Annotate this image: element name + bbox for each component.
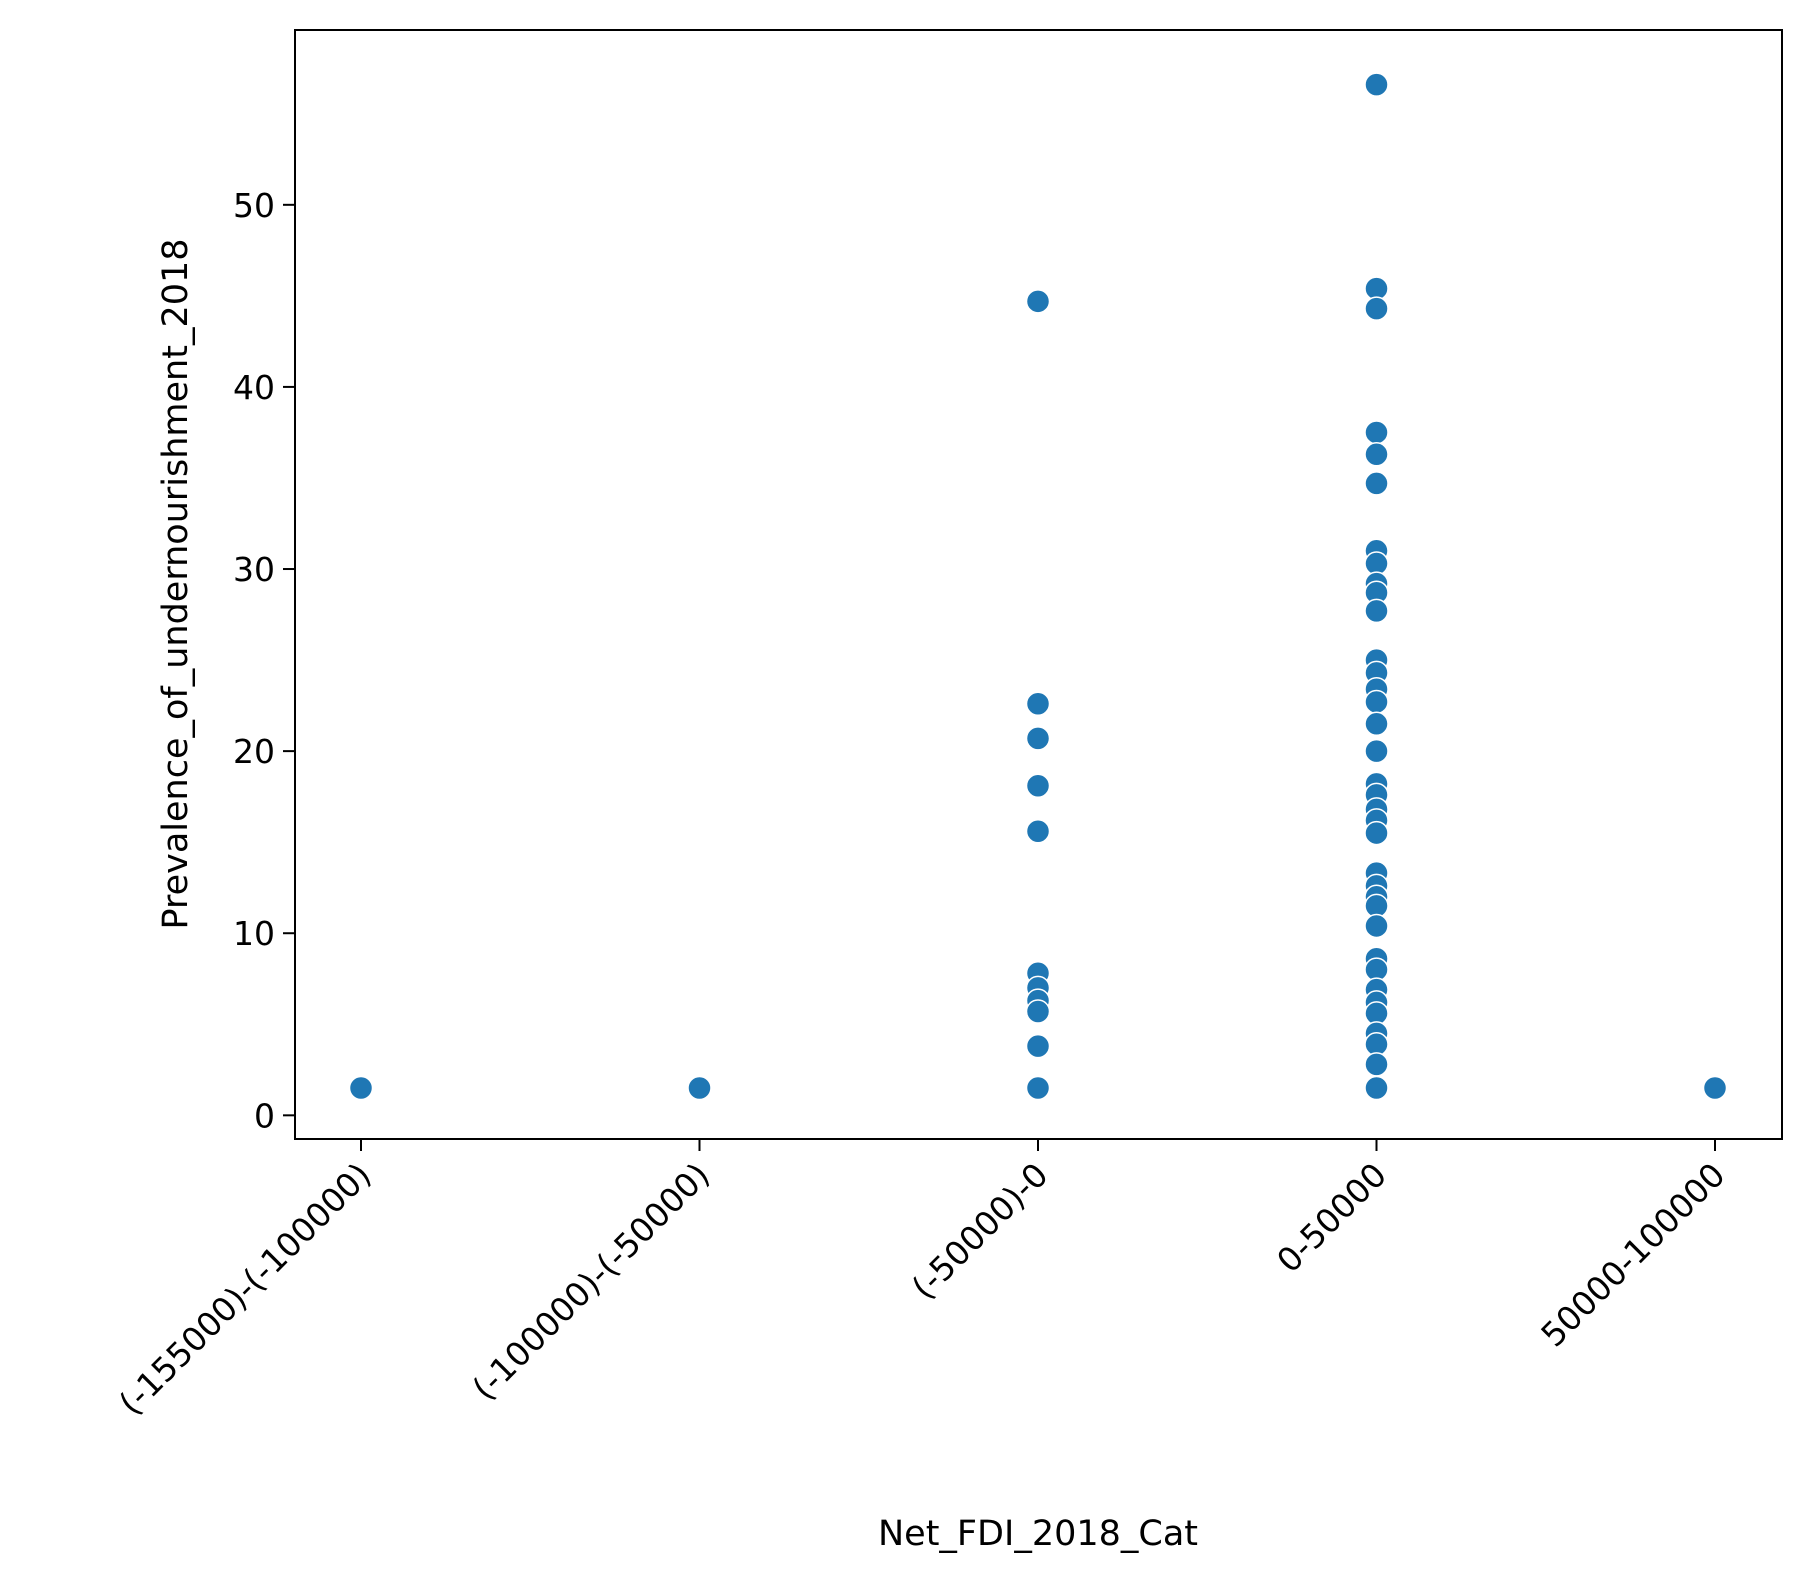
data-point (1025, 999, 1051, 1024)
data-point (1364, 738, 1389, 764)
data-point (1364, 1075, 1389, 1101)
data-point (1025, 726, 1051, 751)
data-point (1364, 711, 1389, 737)
data-point (1025, 1075, 1051, 1101)
data-point (1025, 818, 1051, 844)
data-point (1025, 1033, 1051, 1059)
data-point (1364, 420, 1389, 445)
y-axis-label: Prevalence_of_undernourishment_2018 (156, 238, 196, 929)
y-tick-label: 10 (233, 914, 275, 953)
y-tick-label: 20 (233, 732, 275, 771)
data-points (348, 72, 1728, 1101)
data-point (1364, 471, 1389, 496)
data-point (687, 1075, 712, 1101)
y-tick-label: 0 (254, 1096, 275, 1135)
data-point (1025, 691, 1051, 717)
data-point (1364, 72, 1389, 97)
plot-frame (294, 29, 1783, 1140)
data-point (348, 1075, 374, 1101)
y-tick-label: 40 (233, 368, 275, 407)
y-tick-label: 30 (233, 550, 275, 589)
data-point (1364, 913, 1389, 939)
y-tick-label: 50 (233, 186, 275, 225)
data-point (1702, 1075, 1728, 1101)
data-point (1364, 820, 1389, 846)
data-point (1025, 289, 1051, 314)
data-point (1364, 296, 1389, 321)
data-point (1364, 442, 1389, 467)
data-point (1364, 598, 1389, 624)
y-axis-ticks: 0 10 20 30 40 50 (233, 186, 295, 1135)
data-point (1364, 1052, 1389, 1077)
data-point (1025, 773, 1051, 798)
x-axis-label: Net_FDI_2018_Cat (878, 1514, 1198, 1554)
data-point (1364, 689, 1389, 715)
